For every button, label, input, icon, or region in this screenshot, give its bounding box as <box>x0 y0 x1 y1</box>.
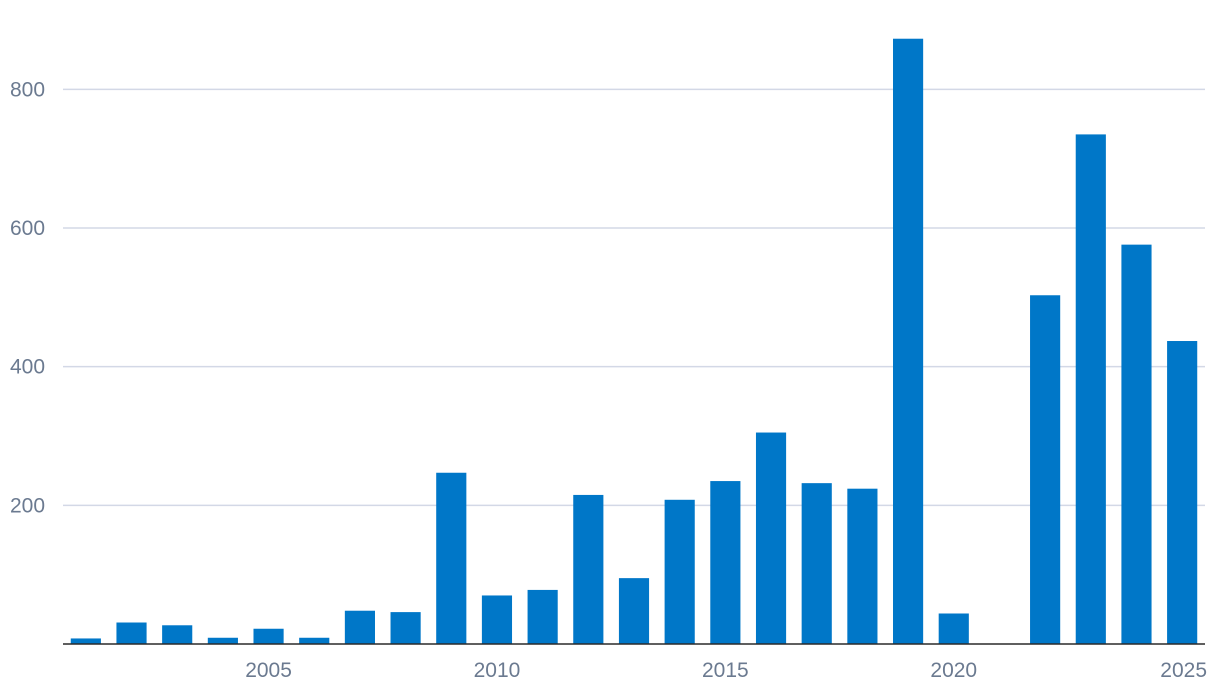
x-tick-label-2020: 2020 <box>930 659 977 682</box>
x-tick-label-2005: 2005 <box>245 659 292 682</box>
bars <box>70 38 1198 645</box>
y-tick-label-400: 400 <box>10 356 45 379</box>
bar-2024 <box>1121 244 1152 644</box>
bar-2019 <box>893 38 924 645</box>
x-tick-labels: 2005 2010 2015 2020 2025 <box>245 659 1207 682</box>
bar-2022 <box>1030 295 1061 644</box>
bar-2018 <box>847 488 878 644</box>
bar-2016 <box>755 432 787 644</box>
bar-2020 <box>938 613 969 644</box>
y-tick-label-200: 200 <box>10 494 45 517</box>
bar-2012 <box>573 494 604 644</box>
bar-2015 <box>710 481 741 644</box>
bar-2005 <box>253 628 284 644</box>
bar-2007 <box>344 610 375 644</box>
bar-2014 <box>664 499 695 644</box>
x-tick-label-2025: 2025 <box>1160 659 1207 682</box>
x-tick-label-2015: 2015 <box>702 659 749 682</box>
bar-2013 <box>618 578 650 644</box>
bar-2009 <box>436 472 467 644</box>
gridlines <box>63 88 1205 507</box>
y-tick-label-800: 800 <box>10 78 45 101</box>
bar-2025 <box>1167 341 1198 644</box>
y-tick-label-600: 600 <box>10 217 45 240</box>
bar-2023 <box>1075 134 1106 644</box>
bar-2011 <box>527 589 558 644</box>
bar-2003 <box>162 625 193 644</box>
bar-2008 <box>390 612 421 644</box>
bar-2006 <box>299 637 330 644</box>
y-tick-labels: 200 400 600 800 <box>10 78 45 517</box>
x-tick-label-2010: 2010 <box>474 659 521 682</box>
bar-2017 <box>801 483 832 644</box>
bar-2010 <box>481 595 513 644</box>
bar-2002 <box>116 622 147 644</box>
bar-2001 <box>70 638 101 644</box>
bar-2004 <box>207 637 238 644</box>
